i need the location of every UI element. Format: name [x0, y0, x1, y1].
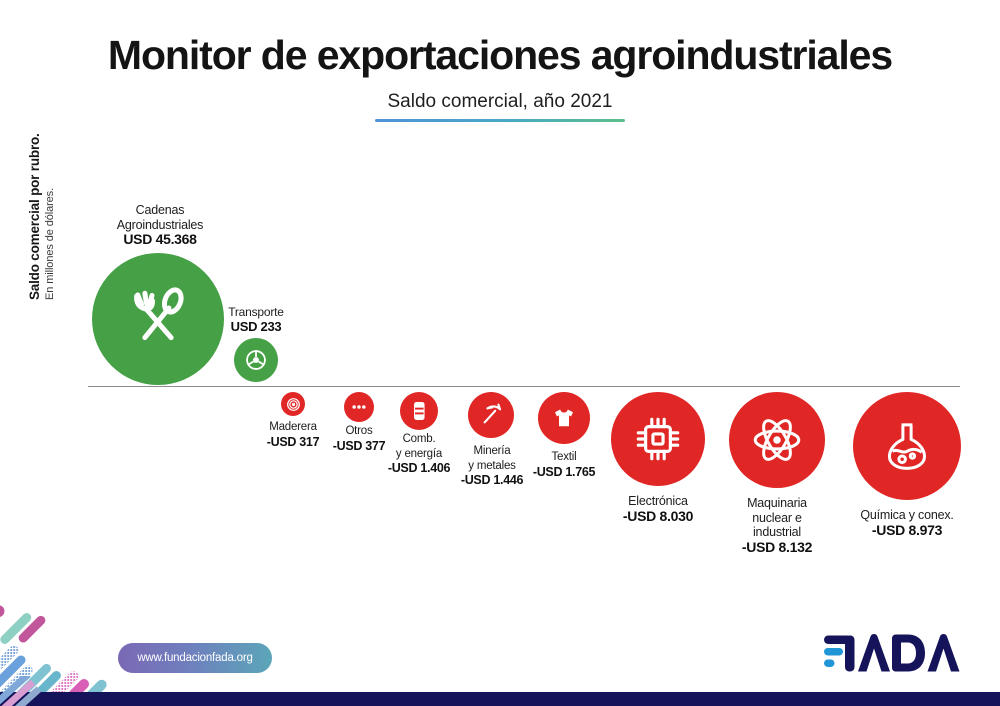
label-line: y metales	[468, 459, 516, 472]
footer-bar	[0, 692, 1000, 706]
label-value: -USD 8.132	[741, 538, 813, 555]
label-value: USD 233	[230, 318, 282, 334]
label-combustibles-energia: Comb. y energía -USD 1.406	[369, 432, 469, 476]
bubble-electronica[interactable]	[611, 392, 705, 486]
bubble-quimica-conexos[interactable]	[853, 392, 961, 500]
label-value: -USD 8.030	[622, 507, 694, 524]
label-line: Electrónica	[628, 494, 688, 508]
axis-caption-bold: Saldo comercial por rubro.	[27, 133, 42, 300]
label-otros: Otros -USD 377	[309, 424, 409, 453]
label-line: Comb.	[402, 433, 436, 445]
atom-icon	[748, 411, 806, 469]
bubble-cadenas-agroindustriales[interactable]	[92, 253, 224, 385]
label-mineria-metales: Minería y metales -USD 1.446	[440, 444, 544, 488]
label-value: USD 45.368	[123, 231, 197, 247]
zero-baseline	[88, 386, 960, 387]
page-subtitle-wrap: Saldo comercial, año 2021	[0, 90, 1000, 119]
page-subtitle: Saldo comercial, año 2021	[387, 91, 613, 112]
label-value: -USD 1.446	[460, 473, 524, 487]
label-value: -USD 8.973	[871, 521, 943, 538]
website-url-pill[interactable]: www.fundacionfada.org	[118, 643, 272, 673]
label-cadenas-agroindustriales: Cadenas Agroindustriales USD 45.368	[75, 203, 245, 247]
steering-wheel-icon	[243, 347, 269, 373]
microchip-icon	[631, 412, 685, 466]
label-line: Agroindustriales	[116, 217, 204, 232]
fork-spoon-icon	[123, 284, 193, 354]
page-title: Monitor de exportaciones agroindustriale…	[107, 32, 893, 78]
label-line: Transporte	[228, 305, 284, 319]
bubble-otros[interactable]	[344, 392, 374, 422]
label-quimica-conexos: Química y conex. -USD 8.973	[843, 508, 971, 537]
pickaxe-icon	[477, 401, 505, 429]
bubble-textil[interactable]	[538, 392, 590, 444]
label-line: industrial	[752, 525, 802, 539]
label-value: -USD 317	[266, 434, 320, 449]
label-line: Química y conex.	[860, 508, 954, 522]
label-line: Cadenas	[135, 203, 185, 217]
label-line: Maquinaria	[747, 496, 807, 510]
website-url-text: www.fundacionfada.org	[137, 652, 253, 664]
bubble-mineria-metales[interactable]	[468, 392, 514, 438]
bubble-transporte[interactable]	[234, 338, 278, 382]
label-textil: Textil -USD 1.765	[514, 450, 614, 479]
bubble-maderera[interactable]	[281, 392, 305, 416]
label-maquinaria-nuclear-industrial: Maquinaria nuclear e industrial -USD 8.1…	[717, 496, 837, 554]
label-maderera: Maderera -USD 317	[243, 420, 343, 449]
footer-bar-stripes	[0, 676, 120, 706]
fada-logo-text: FADA	[822, 628, 864, 632]
fuel-can-icon	[407, 399, 431, 423]
label-line: Textil	[551, 451, 577, 463]
axis-caption: Saldo comercial por rubro. En millones d…	[27, 120, 56, 300]
label-value: -USD 1.406	[387, 461, 451, 475]
tree-rings-icon	[285, 396, 302, 413]
label-transporte: Transporte USD 233	[202, 305, 310, 334]
label-value: -USD 377	[332, 438, 386, 453]
label-line: y energía	[395, 447, 443, 460]
bubble-combustibles-energia[interactable]	[400, 392, 438, 430]
label-line: nuclear e	[752, 510, 802, 525]
label-line: Maderera	[269, 421, 317, 433]
label-electronica: Electrónica -USD 8.030	[598, 494, 718, 523]
label-value: -USD 1.765	[532, 464, 596, 479]
label-line: Minería	[473, 445, 511, 457]
three-dots-icon	[349, 397, 369, 417]
fada-logo: FADA	[822, 628, 962, 680]
label-line: Otros	[345, 425, 373, 437]
axis-caption-regular: En millones de dólares.	[44, 187, 56, 300]
bubble-maquinaria-nuclear-industrial[interactable]	[729, 392, 825, 488]
flask-icon	[878, 417, 936, 475]
tshirt-icon	[549, 403, 579, 433]
subtitle-underline-rule	[375, 119, 625, 122]
